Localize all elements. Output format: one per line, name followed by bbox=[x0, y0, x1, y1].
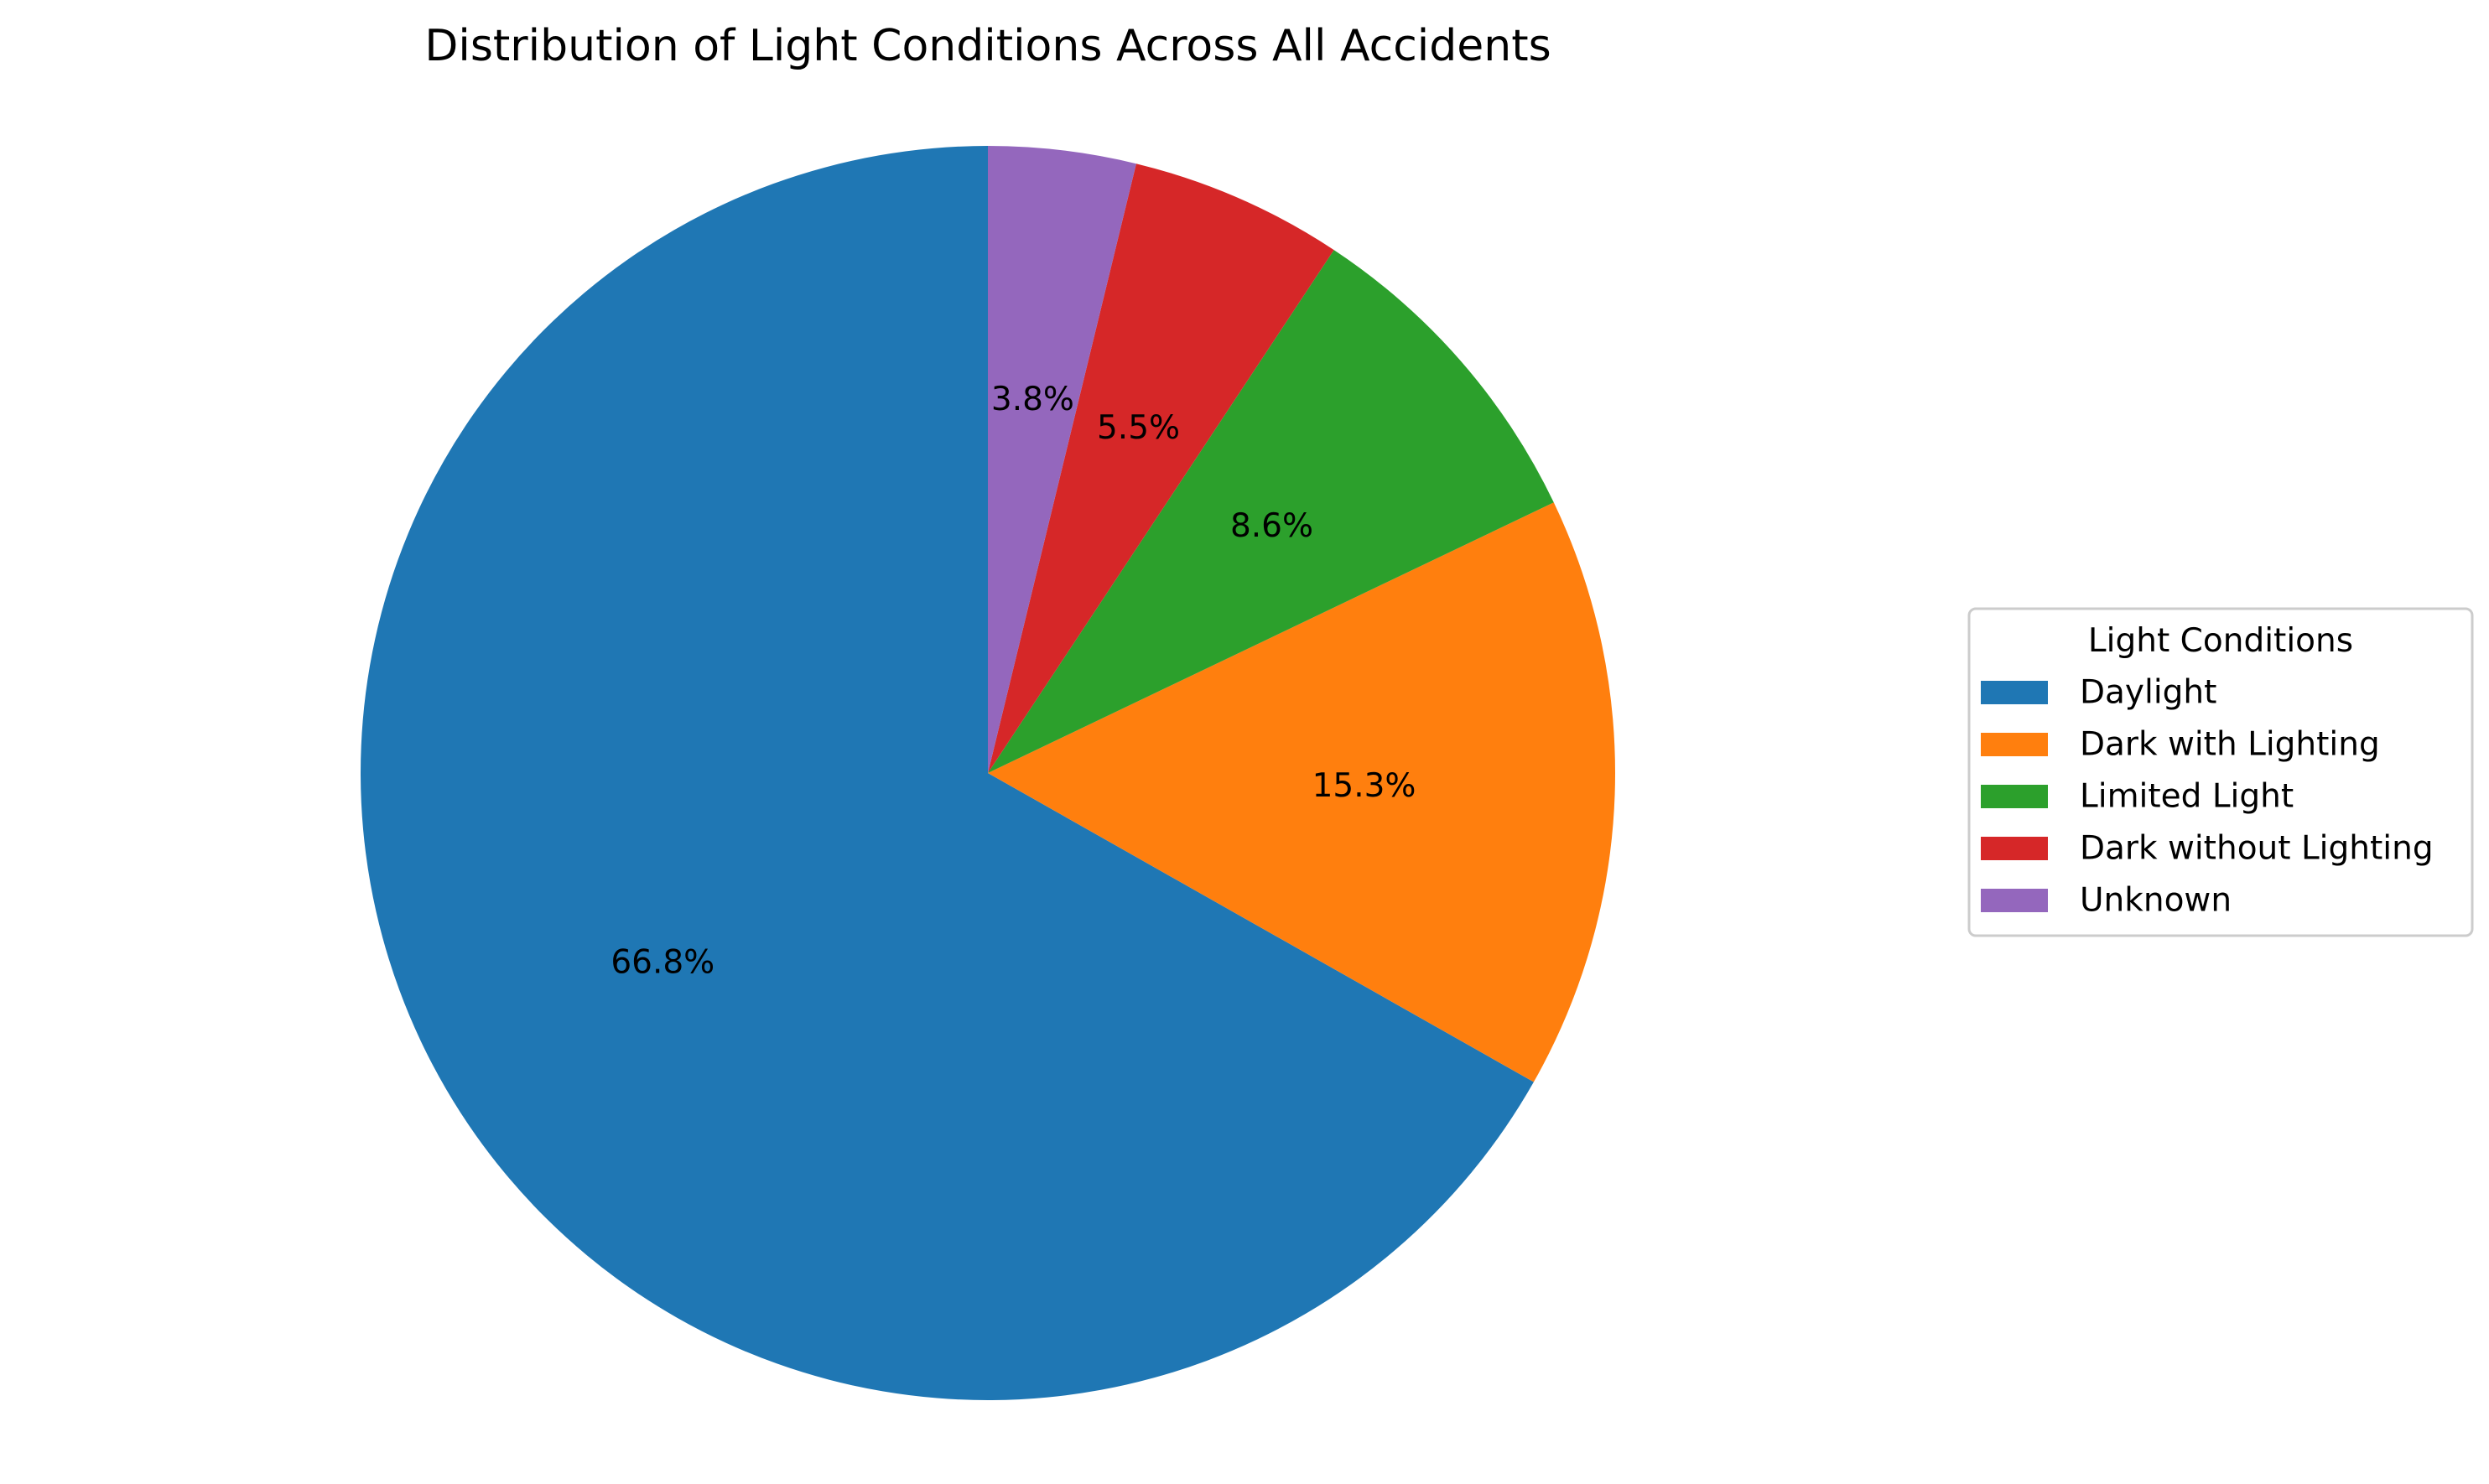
chart-title: Distribution of Light Conditions Across … bbox=[424, 21, 1551, 71]
pie-slice-dark-with-lighting bbox=[988, 502, 1615, 1082]
pct-label-daylight: 66.8% bbox=[611, 944, 714, 982]
pie-slice-daylight bbox=[361, 146, 1534, 1401]
legend-label-dark-with-lighting: Dark with Lighting bbox=[2080, 726, 2380, 764]
pie-slice-unknown bbox=[988, 146, 1136, 773]
legend-items: Daylight Dark with Lighting Limited Light D… bbox=[1981, 674, 2434, 920]
pct-label-dark-with-lighting: 15.3% bbox=[1312, 767, 1416, 805]
legend-label-limited-light: Limited Light bbox=[2080, 778, 2294, 816]
legend-label-dark-without-lighting: Dark without Lighting bbox=[2080, 830, 2434, 868]
legend-label-unknown: Unknown bbox=[2080, 882, 2232, 920]
pie-slice-dark-without-lighting bbox=[988, 163, 1334, 773]
legend-label-daylight: Daylight bbox=[2080, 674, 2216, 712]
pct-label-dark-without-lighting: 5.5% bbox=[1097, 409, 1180, 447]
legend: Light Conditions Daylight Dark with Light… bbox=[1967, 607, 2474, 937]
legend-swatch-dark-without-lighting bbox=[1981, 837, 2048, 860]
pie-percent-labels: 66.8% 15.3% 8.6% 5.5% 3.8% bbox=[611, 381, 1416, 982]
pct-label-unknown: 3.8% bbox=[991, 381, 1074, 418]
pie-slices bbox=[361, 146, 1615, 1401]
pct-label-limited-light: 8.6% bbox=[1230, 507, 1313, 545]
legend-swatch-limited-light bbox=[1981, 785, 2048, 808]
legend-frame bbox=[1967, 607, 2474, 937]
legend-swatch-dark-with-lighting bbox=[1981, 733, 2048, 756]
pie-slice-limited-light bbox=[988, 250, 1554, 773]
legend-swatch-unknown bbox=[1981, 889, 2048, 912]
legend-title: Light Conditions bbox=[2088, 622, 2353, 660]
legend-swatch-daylight bbox=[1981, 681, 2048, 704]
